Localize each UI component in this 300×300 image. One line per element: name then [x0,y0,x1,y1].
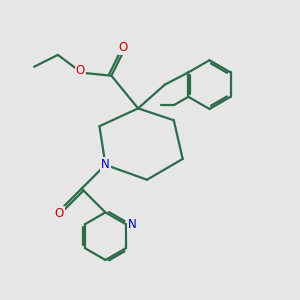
Text: O: O [76,64,85,77]
Text: N: N [128,218,136,231]
Text: O: O [55,207,64,220]
Text: N: N [101,158,110,171]
Text: O: O [118,41,128,54]
